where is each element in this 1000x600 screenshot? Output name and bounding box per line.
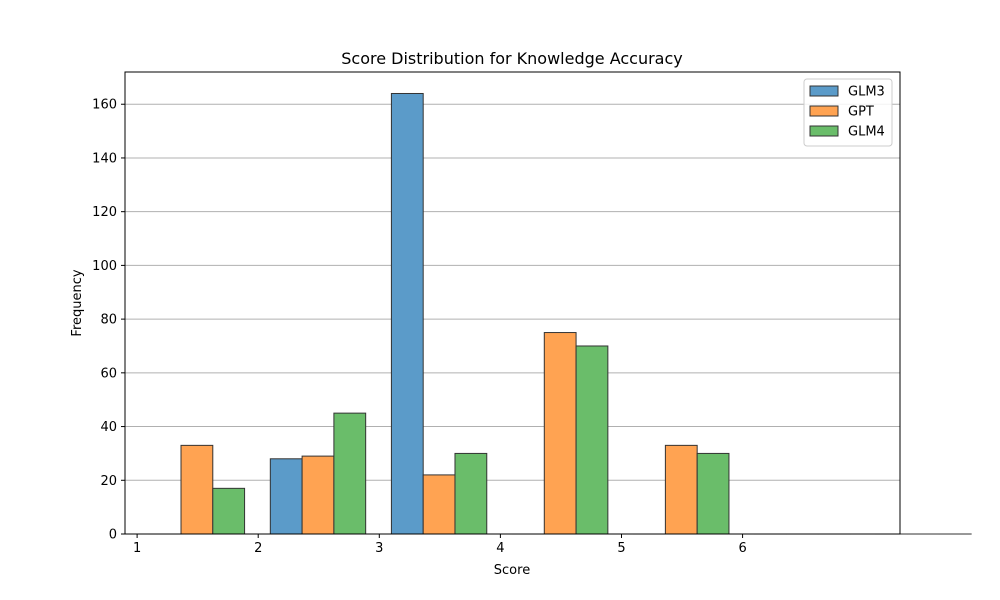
legend: GLM3 GPT GLM4 xyxy=(803,78,893,147)
x-tick-label: 5 xyxy=(617,541,625,556)
legend-swatch xyxy=(809,125,839,137)
legend-label: GPT xyxy=(848,105,874,120)
x-tick-label: 4 xyxy=(496,541,504,556)
bar-gpt-bin-3 xyxy=(422,474,456,535)
bar-gpt-bin-5 xyxy=(664,444,698,535)
y-tick-label: 80 xyxy=(100,313,117,328)
y-tick-label: 60 xyxy=(100,366,117,381)
bar-glm4-bin-2 xyxy=(333,412,367,535)
bar-glm3-bin-2 xyxy=(269,458,303,535)
bar-gpt-bin-2 xyxy=(301,455,335,535)
y-tick-label: 20 xyxy=(100,474,117,489)
plot-frame xyxy=(124,71,901,535)
chart-title: Score Distribution for Knowledge Accurac… xyxy=(341,49,683,68)
legend-swatch xyxy=(809,105,839,117)
x-axis-ticks: 1 2 3 4 5 6 xyxy=(133,534,747,556)
x-tick-label: 1 xyxy=(133,541,141,556)
bar-glm4-bin-3 xyxy=(454,452,488,535)
bar-gpt-bin-4 xyxy=(543,332,577,535)
bar-glm3-bin-3 xyxy=(390,92,424,535)
legend-label: GLM4 xyxy=(848,125,885,140)
bars xyxy=(148,92,972,535)
legend-swatch xyxy=(809,85,839,97)
legend-label: GLM3 xyxy=(848,85,885,100)
y-axis-title: Frequency xyxy=(70,269,85,336)
x-tick-label: 2 xyxy=(254,541,262,556)
bar-gpt-bin-1 xyxy=(180,444,214,535)
y-tick-label: 0 xyxy=(109,528,117,543)
x-tick-label: 6 xyxy=(738,541,746,556)
bar-glm4-bin-4 xyxy=(575,345,609,535)
y-tick-label: 40 xyxy=(100,420,117,435)
bar-glm4-bin-5 xyxy=(696,452,730,535)
y-tick-label: 160 xyxy=(92,98,117,113)
bar-glm4-bin-1 xyxy=(212,487,246,535)
x-tick-label: 3 xyxy=(375,541,383,556)
y-tick-label: 100 xyxy=(92,259,117,274)
gridlines xyxy=(125,103,900,481)
y-tick-label: 120 xyxy=(92,205,117,220)
y-axis-ticks: 0 20 40 60 80 100 120 140 160 xyxy=(92,98,125,543)
x-axis-title: Score xyxy=(494,563,530,578)
y-tick-label: 140 xyxy=(92,151,117,166)
